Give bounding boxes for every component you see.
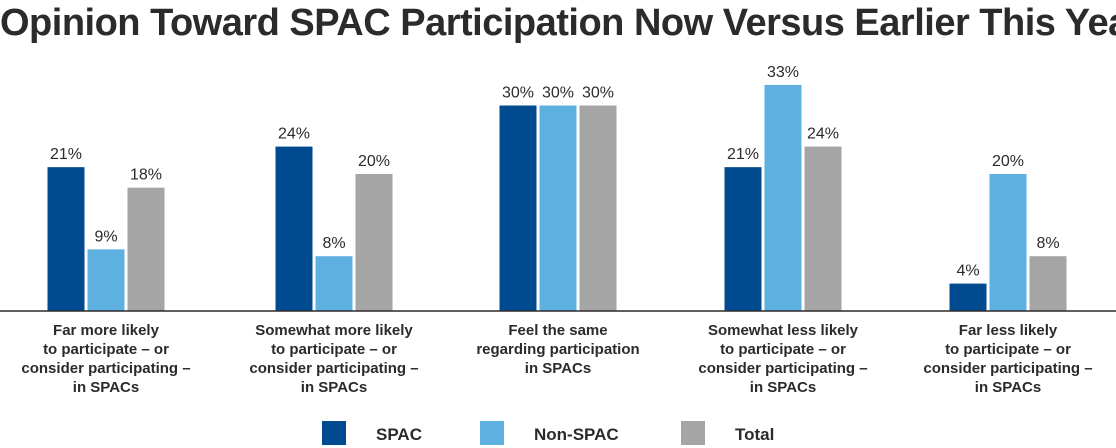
value-label-non-spac-2: 8%: [322, 235, 345, 252]
bar-spac-2: [275, 146, 313, 311]
category-label-5-line-3: consider participating –: [923, 360, 1092, 377]
bar-non-spac-1: [87, 249, 125, 311]
legend-item-spac: SPAC: [322, 421, 422, 445]
value-label-total-3: 30%: [582, 85, 614, 102]
category-label-3-line-2: regarding participation: [476, 341, 639, 358]
category-label-5-line-4: in SPACs: [975, 379, 1041, 396]
value-labels-layer: 21% 9% 18% 24% 8% 20% 30% 30% 30% 21% 33% 24% 4% 20% 8…: [50, 64, 1060, 280]
legend-item-non-spac: Non-SPAC: [480, 421, 619, 445]
value-label-spac-4: 21%: [727, 146, 759, 163]
value-label-non-spac-1: 9%: [94, 228, 117, 245]
bar-spac-5: [949, 283, 987, 311]
category-label-3-line-3: in SPACs: [525, 360, 591, 377]
category-label-3-line-1: Feel the same: [508, 322, 607, 339]
category-label-4-line-1: Somewhat less likely: [708, 322, 859, 339]
value-label-total-1: 18%: [130, 167, 162, 184]
value-label-spac-2: 24%: [278, 126, 310, 143]
chart-title: Opinion Toward SPAC Participation Now Ve…: [0, 2, 1116, 44]
value-label-total-2: 20%: [358, 153, 390, 170]
bar-non-spac-5: [989, 174, 1027, 311]
category-labels-layer: Far more likely to participate – or consid…: [21, 322, 1092, 396]
category-label-1-line-1: Far more likely: [53, 322, 160, 339]
legend-label-non-spac: Non-SPAC: [534, 425, 619, 444]
bar-non-spac-2: [315, 256, 353, 311]
category-label-1-line-3: consider participating –: [21, 360, 190, 377]
bar-total-4: [804, 146, 842, 311]
value-label-total-5: 8%: [1036, 235, 1059, 252]
value-label-spac-3: 30%: [502, 85, 534, 102]
legend-swatch-non-spac: [480, 421, 504, 445]
legend-swatch-spac: [322, 421, 346, 445]
bar-total-2: [355, 174, 393, 311]
legend-label-total: Total: [735, 425, 774, 444]
category-label-4-line-3: consider participating –: [698, 360, 867, 377]
value-label-total-4: 24%: [807, 126, 839, 143]
category-label-2-line-2: to participate – or: [271, 341, 397, 358]
category-label-2-line-4: in SPACs: [301, 379, 367, 396]
bar-total-5: [1029, 256, 1067, 311]
bar-non-spac-4: [764, 84, 802, 311]
bar-total-3: [579, 105, 617, 311]
value-label-spac-5: 4%: [956, 263, 979, 280]
value-label-non-spac-5: 20%: [992, 153, 1024, 170]
legend-item-total: Total: [681, 421, 774, 445]
category-label-1-line-2: to participate – or: [43, 341, 169, 358]
bar-spac-3: [499, 105, 537, 311]
bar-total-1: [127, 187, 165, 311]
category-label-4-line-2: to participate – or: [720, 341, 846, 358]
legend: SPAC Non-SPAC Total: [322, 421, 774, 445]
category-label-5-line-2: to participate – or: [945, 341, 1071, 358]
value-label-non-spac-4: 33%: [767, 64, 799, 81]
bars-layer: [47, 84, 1067, 311]
legend-label-spac: SPAC: [376, 425, 422, 444]
bar-spac-4: [724, 167, 762, 311]
value-label-spac-1: 21%: [50, 146, 82, 163]
bar-non-spac-3: [539, 105, 577, 311]
value-label-non-spac-3: 30%: [542, 85, 574, 102]
category-label-2-line-1: Somewhat more likely: [255, 322, 413, 339]
category-label-2-line-3: consider participating –: [249, 360, 418, 377]
legend-swatch-total: [681, 421, 705, 445]
bar-spac-1: [47, 167, 85, 311]
category-label-1-line-4: in SPACs: [73, 379, 139, 396]
category-label-4-line-4: in SPACs: [750, 379, 816, 396]
category-label-5-line-1: Far less likely: [959, 322, 1058, 339]
